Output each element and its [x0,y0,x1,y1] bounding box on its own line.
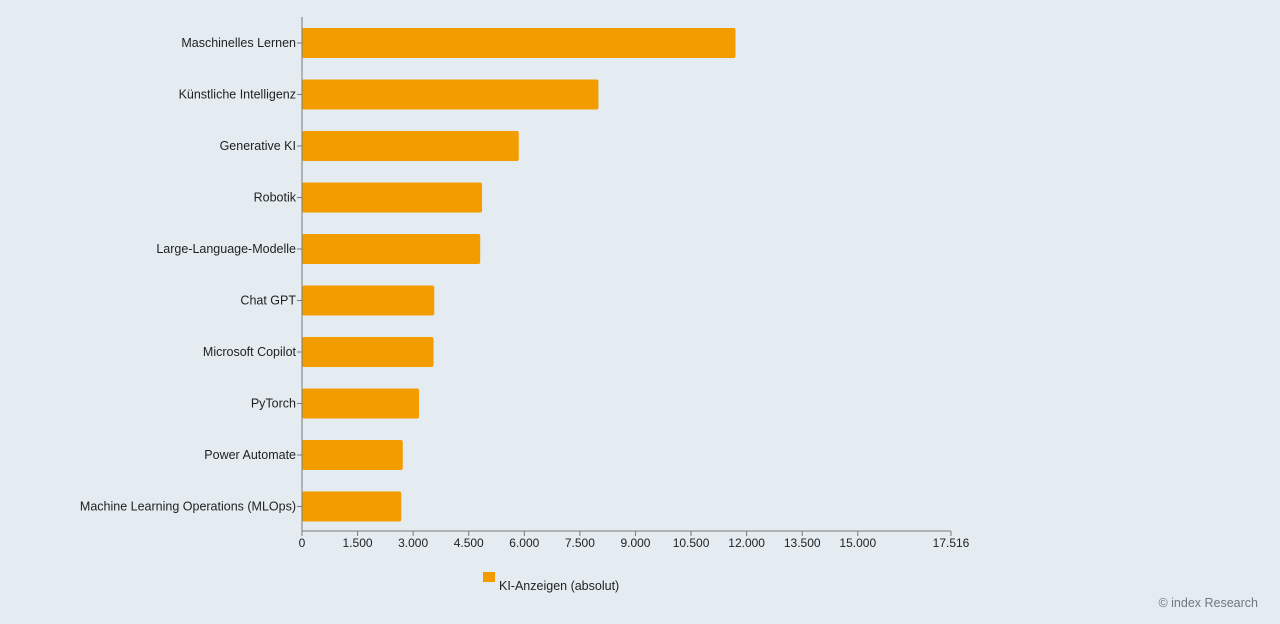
category-label-7: PyTorch [251,397,296,411]
x-tick-label-11: 17.516 [933,536,970,550]
x-tick-label-2: 3.000 [398,536,428,550]
bars-group [302,28,736,522]
x-tick-label-7: 10.500 [673,536,710,550]
legend-label: KI-Anzeigen (absolut) [499,579,620,593]
x-axis: 0 1.500 3.000 4.500 6.000 7.500 9.000 10.500 12.… [299,530,970,550]
bar-3 [302,182,483,213]
category-label-2: Generative KI [220,139,296,153]
legend: KI-Anzeigen (absolut) [483,571,619,593]
legend-swatch [483,572,495,582]
bar-5 [302,285,435,316]
x-tick-label-0: 0 [299,536,306,550]
category-label-5: Chat GPT [240,294,296,308]
category-label-8: Power Automate [204,448,296,462]
x-tick-label-8: 12.000 [728,536,765,550]
bar-1 [302,79,599,110]
bar-6 [302,337,434,367]
x-tick-label-6: 9.000 [620,536,650,550]
x-tick-label-3: 4.500 [454,536,484,550]
category-label-4: Large-Language-Modelle [156,242,296,256]
category-label-6: Microsoft Copilot [203,345,297,359]
category-label-0: Maschinelles Lernen [181,36,296,50]
x-tick-label-9: 13.500 [784,536,821,550]
bar-8 [302,440,403,470]
bar-9 [302,491,402,522]
credit-text: © index Research [1158,596,1258,610]
x-tick-label-1: 1.500 [343,536,373,550]
category-label-9: Machine Learning Operations (MLOps) [80,500,296,514]
x-tick-label-5: 7.500 [565,536,595,550]
bar-7 [302,388,420,419]
bar-0 [302,28,736,58]
category-label-3: Robotik [254,191,297,205]
x-tick-label-4: 6.000 [509,536,539,550]
category-labels: Maschinelles Lernen Künstliche Intelligen… [80,36,302,514]
bar-4 [302,234,481,264]
x-tick-label-10: 15.000 [839,536,876,550]
category-label-1: Künstliche Intelligenz [179,88,296,102]
bar-2 [302,131,519,161]
